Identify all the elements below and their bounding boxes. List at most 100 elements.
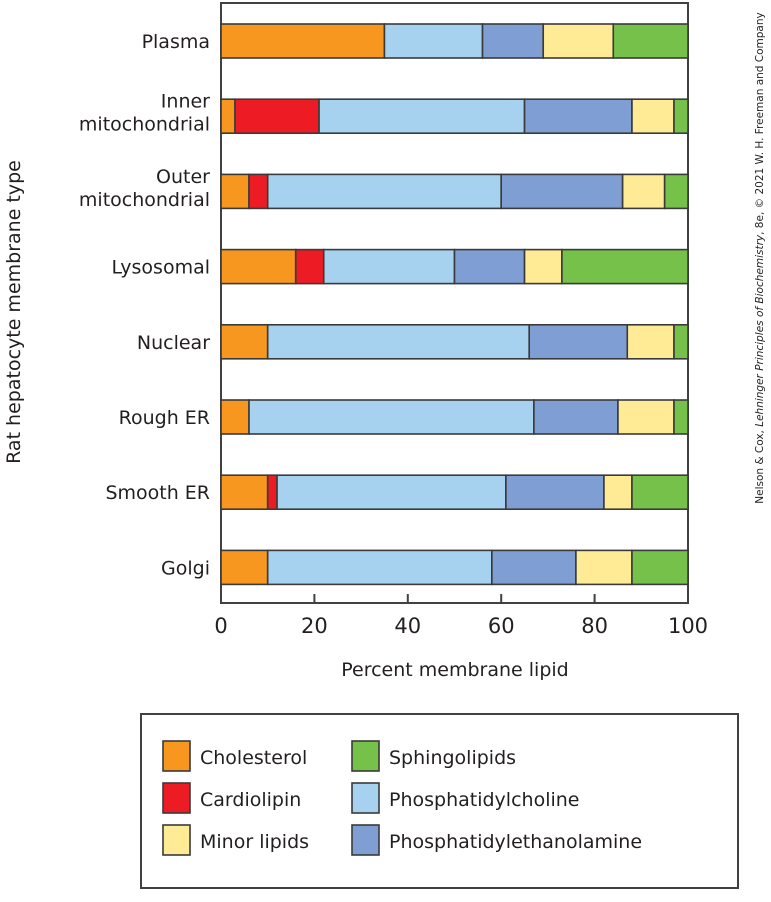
plot-frame: [220, 2, 689, 604]
legend-label: Cardiolipin: [200, 789, 301, 811]
category-labels: PlasmaInnermitochondrialOutermitochondri…: [79, 31, 210, 579]
bar-segment-minor-lipids: [626, 323, 675, 360]
bar-segment-cholesterol: [220, 549, 269, 586]
x-tick-label: 20: [301, 614, 328, 638]
bar-segment-minor-lipids: [621, 173, 666, 210]
legend-swatch: [351, 782, 380, 814]
category-label: Smooth ER: [105, 482, 210, 504]
category-label: mitochondrial: [79, 189, 210, 211]
legend-swatch: [351, 824, 380, 856]
credit-suffix: , 8e, © 2021 W. H. Freeman and Company: [754, 12, 766, 235]
bar-segment-phosphatidylethanolamine: [453, 248, 526, 285]
bar-segment-phosphatidylcholine: [266, 173, 503, 210]
bar-segment-minor-lipids: [542, 23, 615, 59]
bar-segment-cholesterol: [220, 173, 250, 210]
bar-segment-cholesterol: [220, 323, 269, 360]
bar-segment-sphingolipids: [673, 323, 689, 360]
category-label: Golgi: [161, 557, 210, 579]
bar-segment-phosphatidylethanolamine: [505, 474, 605, 511]
legend-swatch: [162, 740, 191, 772]
bar-segment-phosphatidylethanolamine: [528, 323, 629, 360]
bar-segment-minor-lipids: [631, 98, 675, 134]
bar-row-nuclear: [220, 323, 689, 360]
bar-segment-phosphatidylcholine: [322, 248, 456, 285]
bar-segment-cholesterol: [220, 98, 236, 134]
bar-segment-cardiolipin: [266, 474, 278, 511]
bar-segment-cholesterol: [220, 474, 269, 511]
bar-segment-minor-lipids: [575, 549, 633, 586]
category-label: Nuclear: [137, 332, 210, 354]
bar-segment-cardiolipin: [294, 248, 325, 285]
bar-segment-sphingolipids: [612, 23, 689, 59]
x-tick-label: 0: [214, 614, 227, 638]
category-label: Inner: [161, 91, 210, 113]
bar-segment-cholesterol: [220, 248, 297, 285]
copyright-credit: Nelson & Cox, Lehninger Principles of Bi…: [754, 12, 766, 503]
legend-swatch: [162, 782, 191, 814]
legend-swatch: [162, 824, 191, 856]
bar-row-inner-mitochondrial: [220, 98, 689, 134]
x-tick-label: 40: [394, 614, 421, 638]
bar-segment-phosphatidylcholine: [248, 399, 535, 435]
bar-segment-phosphatidylethanolamine: [523, 98, 633, 134]
category-label: Plasma: [142, 31, 210, 53]
legend-item-cardiolipin: Cardiolipin: [162, 782, 301, 814]
legend-label: Minor lipids: [200, 831, 309, 853]
bar-row-plasma: [220, 23, 689, 59]
bar-segment-phosphatidylcholine: [276, 474, 507, 511]
legend-label: Phosphatidylcholine: [389, 789, 579, 811]
bar-segment-phosphatidylcholine: [266, 323, 531, 360]
bar-segment-sphingolipids: [673, 399, 689, 435]
legend-label: Cholesterol: [200, 747, 307, 769]
bar-segment-phosphatidylcholine: [318, 98, 526, 134]
bar-segment-minor-lipids: [523, 248, 563, 285]
x-tick-label: 100: [668, 614, 708, 638]
bar-row-lysosomal: [220, 248, 689, 285]
legend-item-phosphatidylcholine: Phosphatidylcholine: [351, 782, 579, 814]
bar-segment-sphingolipids: [663, 173, 689, 210]
bar-segment-minor-lipids: [603, 474, 633, 511]
bars: [220, 23, 689, 586]
bar-row-golgi: [220, 549, 689, 586]
bar-segment-phosphatidylethanolamine: [481, 23, 545, 59]
x-tick-label: 60: [488, 614, 515, 638]
bar-row-rough-er: [220, 399, 689, 435]
x-axis-title: Percent membrane lipid: [341, 659, 568, 681]
legend-item-sphingolipids: Sphingolipids: [351, 740, 516, 772]
bar-segment-phosphatidylethanolamine: [491, 549, 577, 586]
legend-label: Phosphatidylethanolamine: [389, 831, 642, 853]
credit-prefix: Nelson & Cox,: [754, 427, 766, 504]
legend-label: Sphingolipids: [389, 747, 516, 769]
category-label: Lysosomal: [111, 257, 210, 279]
bar-segment-cholesterol: [220, 23, 386, 59]
bar-segment-phosphatidylcholine: [383, 23, 484, 59]
bar-segment-phosphatidylcholine: [266, 549, 493, 586]
x-tick-label: 80: [581, 614, 608, 638]
bar-segment-sphingolipids: [561, 248, 689, 285]
legend-swatch: [351, 740, 380, 772]
category-label: Outer: [156, 166, 210, 188]
y-axis-title: Rat hepatocyte membrane type: [3, 160, 25, 464]
legend-item-minor-lipids: Minor lipids: [162, 824, 309, 856]
bar-segment-cardiolipin: [234, 98, 320, 134]
bar-row-smooth-er: [220, 474, 689, 511]
credit-book: Lehninger Principles of Biochemistry: [754, 234, 766, 427]
bar-segment-sphingolipids: [631, 474, 689, 511]
bar-row-outer-mitochondrial: [220, 173, 689, 210]
bar-segment-phosphatidylethanolamine: [500, 173, 624, 210]
legend: Cholesterol Cardiolipin Minor lipids Sphing…: [140, 713, 739, 889]
x-axis: 0 20 40 60 80 100: [214, 594, 708, 638]
legend-item-cholesterol: Cholesterol: [162, 740, 307, 772]
bar-segment-cardiolipin: [248, 173, 269, 210]
category-label: Rough ER: [119, 407, 210, 429]
legend-box: [140, 713, 739, 889]
plot-area: [220, 2, 689, 604]
bar-segment-sphingolipids: [673, 98, 689, 134]
bar-segment-cholesterol: [220, 399, 250, 435]
bar-segment-minor-lipids: [617, 399, 675, 435]
category-label: mitochondrial: [79, 114, 210, 136]
bar-segment-phosphatidylethanolamine: [533, 399, 619, 435]
bar-segment-sphingolipids: [631, 549, 689, 586]
legend-item-phosphatidylethanolamine: Phosphatidylethanolamine: [351, 824, 642, 856]
